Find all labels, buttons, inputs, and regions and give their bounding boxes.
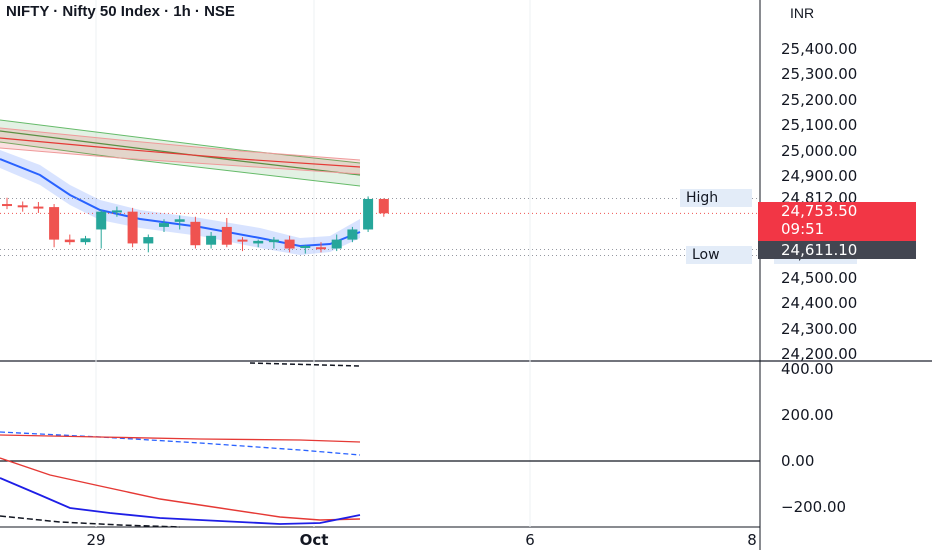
- price-axis-label: 25,000.00: [781, 141, 858, 160]
- osc-black-dashed: [0, 515, 181, 528]
- red-band-lower: [0, 147, 361, 175]
- red-band-fill: [0, 128, 360, 174]
- osc-axis-label: 200.00: [781, 406, 834, 424]
- candle-body: [300, 245, 311, 248]
- candle-body: [378, 198, 389, 214]
- blue-band-mid: [0, 158, 361, 248]
- time-axis-label: 6: [525, 531, 535, 549]
- candle-body: [316, 247, 326, 250]
- candle-body: [33, 206, 44, 209]
- candle-body: [174, 219, 185, 222]
- osc-blue-dashed: [0, 431, 361, 456]
- currency-label[interactable]: INR: [790, 5, 815, 21]
- green-band-lower: [0, 141, 361, 187]
- bar-countdown: 09:51: [781, 220, 825, 239]
- osc-blue-curve: [0, 477, 361, 525]
- price-axis-label: 24,400.00: [781, 294, 858, 313]
- candle-body: [206, 235, 217, 245]
- candle-body: [96, 211, 107, 230]
- marker-price-box: 24,611.10: [758, 240, 916, 259]
- candle-body: [64, 239, 75, 243]
- candle-body: [17, 205, 28, 208]
- candle-body: [143, 237, 154, 244]
- candle-body: [284, 239, 295, 249]
- price-axis-label: 25,200.00: [781, 90, 858, 109]
- price-axis-label: 25,300.00: [781, 65, 858, 84]
- candle-body: [237, 239, 248, 242]
- candle-body: [347, 229, 358, 240]
- candle-body: [221, 226, 232, 245]
- red-band-mid: [0, 137, 361, 168]
- osc-axis-label: 0.00: [781, 452, 815, 470]
- red-band-upper: [0, 127, 361, 161]
- price-axis-label: 25,400.00: [781, 40, 858, 58]
- candle-body: [49, 207, 60, 240]
- high-tag: High: [680, 189, 752, 208]
- osc-axis-label: −200.00: [781, 498, 847, 516]
- price-axis-label: 24,900.00: [781, 167, 858, 186]
- time-axis-label: 8: [747, 531, 757, 549]
- last-price-value: 24,753.50: [781, 202, 858, 221]
- osc-top-dashed: [249, 362, 361, 367]
- low-tag: Low: [686, 246, 752, 265]
- time-axis-label: Oct: [299, 531, 329, 549]
- candle-body: [2, 204, 12, 207]
- price-axis-label: 24,500.00: [781, 268, 858, 287]
- time-axis-label: 29: [86, 531, 106, 549]
- price-axis-label: 25,100.00: [781, 116, 858, 135]
- osc-red-curve: [0, 457, 361, 521]
- osc-red-line: [0, 434, 361, 443]
- candle-body: [111, 210, 122, 213]
- osc-axis-label: 400.00: [781, 360, 834, 378]
- candle-body: [253, 240, 264, 244]
- price-axis-label: 24,200.00: [781, 345, 858, 363]
- green-band-upper: [0, 119, 361, 164]
- candle-body: [331, 239, 342, 249]
- candle-body: [268, 239, 279, 243]
- chart-title: NIFTY · Nifty 50 Index · 1h · NSE: [6, 3, 235, 20]
- candle-body: [80, 238, 91, 243]
- price-axis-label: 24,300.00: [781, 319, 858, 338]
- last-price-box: 24,753.50 09:51: [758, 202, 916, 243]
- candle-body: [127, 211, 138, 244]
- candle-body: [159, 223, 169, 227]
- candle-body: [363, 198, 374, 230]
- candle-body: [190, 221, 201, 246]
